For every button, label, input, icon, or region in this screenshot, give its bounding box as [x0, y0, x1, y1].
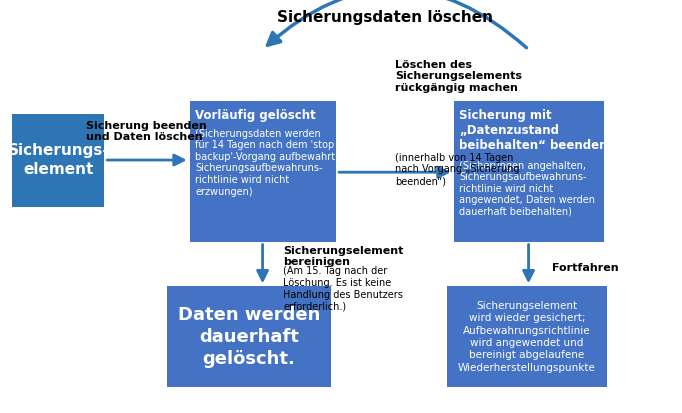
Text: Löschen des
Sicherungselements
rückgängig machen: Löschen des Sicherungselements rückgängi… — [395, 60, 522, 93]
Text: Sicherungsdaten löschen: Sicherungsdaten löschen — [278, 10, 493, 25]
Text: (Sicherungen angehalten,
Sicherungsaufbewahruns-
richtlinie wird nicht
angewende: (Sicherungen angehalten, Sicherungsaufbe… — [459, 161, 595, 217]
FancyBboxPatch shape — [454, 101, 604, 242]
Text: Sicherung mit
„Datenzustand
beibehalten“ beenden: Sicherung mit „Datenzustand beibehalten“… — [459, 109, 608, 152]
Text: Vorläufig gelöscht: Vorläufig gelöscht — [195, 109, 316, 121]
Text: Sicherungselement
bereinigen: Sicherungselement bereinigen — [283, 246, 404, 267]
Text: (innerhalb von 14 Tagen
nach Vorgang „Sicherung
beenden“): (innerhalb von 14 Tagen nach Vorgang „Si… — [395, 153, 520, 186]
Text: Sicherung beenden
und Daten löschen: Sicherung beenden und Daten löschen — [86, 121, 207, 142]
FancyBboxPatch shape — [190, 101, 336, 242]
Text: Daten werden
dauerhaft
gelöscht.: Daten werden dauerhaft gelöscht. — [178, 306, 320, 368]
FancyBboxPatch shape — [447, 286, 607, 387]
Text: (Am 15. Tag nach der
Löschung. Es ist keine
Handlung des Benutzers
erforderlich.: (Am 15. Tag nach der Löschung. Es ist ke… — [283, 266, 403, 311]
FancyBboxPatch shape — [12, 114, 104, 206]
FancyBboxPatch shape — [167, 286, 331, 387]
Text: Sicherungs-
element: Sicherungs- element — [8, 143, 109, 177]
Text: Fortfahren: Fortfahren — [552, 263, 619, 273]
Text: Sicherungselement
wird wieder gesichert;
Aufbewahrungsrichtlinie
wird angewendet: Sicherungselement wird wieder gesichert;… — [458, 301, 596, 373]
Text: (Sicherungsdaten werden
für 14 Tagen nach dem 'stop
backup'-Vorgang aufbewahrt;
: (Sicherungsdaten werden für 14 Tagen nac… — [195, 129, 338, 197]
